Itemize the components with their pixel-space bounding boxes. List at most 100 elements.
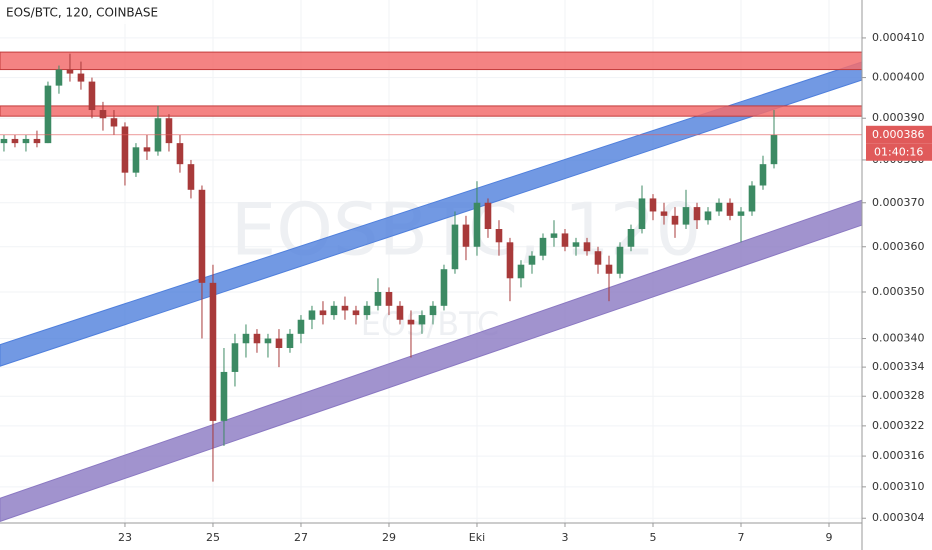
x-tick-label: 5 bbox=[649, 531, 656, 544]
x-tick-label: 9 bbox=[825, 531, 832, 544]
candle-body bbox=[11, 138, 19, 144]
candle-body bbox=[693, 207, 701, 221]
candle-body bbox=[209, 282, 217, 421]
candle-body bbox=[308, 310, 316, 320]
candle-body bbox=[198, 189, 206, 283]
y-tick-label: 0.000350 bbox=[872, 285, 925, 298]
plot bbox=[0, 51, 863, 522]
candle-body bbox=[704, 211, 712, 221]
candle-body bbox=[242, 333, 250, 344]
candle-body bbox=[671, 215, 679, 225]
x-tick-label: 7 bbox=[737, 531, 744, 544]
candle-body bbox=[484, 202, 492, 230]
candle-body bbox=[594, 251, 602, 265]
x-tick-label: 27 bbox=[294, 531, 308, 544]
candle-body bbox=[572, 242, 580, 247]
candle-body bbox=[660, 211, 668, 216]
x-tick-label: Eki bbox=[469, 531, 485, 544]
last-price-label: 0.000386 bbox=[872, 128, 925, 141]
candle-body bbox=[187, 164, 195, 190]
x-tick-label: 29 bbox=[382, 531, 396, 544]
candle-body bbox=[682, 207, 690, 225]
candle-body bbox=[605, 264, 613, 274]
candle-body bbox=[451, 224, 459, 270]
candle-body bbox=[473, 202, 481, 247]
y-tick-label: 0.000410 bbox=[872, 31, 925, 44]
title-bg bbox=[0, 0, 200, 24]
candle-body bbox=[385, 291, 393, 306]
candle-body bbox=[726, 202, 734, 216]
y-tick-label: 0.000322 bbox=[872, 419, 925, 432]
candle-body bbox=[231, 343, 239, 372]
candle-body bbox=[528, 255, 536, 265]
candle-body bbox=[539, 237, 547, 256]
candle-body bbox=[638, 198, 646, 230]
candle-body bbox=[352, 310, 360, 316]
y-tick-label: 0.000370 bbox=[872, 196, 925, 209]
y-tick-label: 0.000316 bbox=[872, 449, 925, 462]
candle-body bbox=[143, 147, 151, 152]
y-tick-label: 0.000328 bbox=[872, 389, 925, 402]
candle-body bbox=[341, 305, 349, 311]
x-tick-label: 3 bbox=[561, 531, 568, 544]
candle-body bbox=[275, 338, 283, 349]
chart-title: EOS/BTC, 120, COINBASE bbox=[6, 6, 158, 20]
countdown-box bbox=[866, 143, 932, 161]
candle-body bbox=[550, 233, 558, 238]
candle-body bbox=[495, 229, 503, 243]
candle-body bbox=[132, 147, 140, 173]
candle-body bbox=[220, 371, 228, 421]
candle-body bbox=[429, 305, 437, 316]
candle-body bbox=[319, 310, 327, 316]
candle-body bbox=[297, 319, 305, 334]
y-tick-label: 0.000340 bbox=[872, 332, 925, 345]
candle-body bbox=[440, 269, 448, 306]
candle-body bbox=[462, 224, 470, 247]
candle-body bbox=[517, 264, 525, 279]
candle-body bbox=[330, 305, 338, 316]
y-tick-label: 0.000360 bbox=[872, 240, 925, 253]
candle-body bbox=[66, 69, 74, 74]
candle-body bbox=[22, 138, 30, 144]
y-tick-label: 0.000304 bbox=[872, 511, 925, 524]
candle-body bbox=[264, 338, 272, 344]
candle-body bbox=[44, 85, 52, 144]
candle-body bbox=[561, 233, 569, 247]
countdown-label: 01:40:16 bbox=[874, 145, 923, 158]
candle-body bbox=[627, 229, 635, 247]
y-tick-label: 0.000334 bbox=[872, 360, 925, 373]
candle-body bbox=[407, 319, 415, 325]
resistance-zone bbox=[0, 51, 863, 71]
y-tick-label: 0.000390 bbox=[872, 111, 925, 124]
candle-body bbox=[374, 291, 382, 306]
candle-body bbox=[165, 118, 173, 144]
y-tick-label: 0.000310 bbox=[872, 480, 925, 493]
candle-body bbox=[715, 202, 723, 212]
candle-body bbox=[286, 333, 294, 349]
candle-body bbox=[770, 134, 778, 165]
candle-body bbox=[0, 138, 8, 144]
candle-body bbox=[748, 185, 756, 212]
x-tick-label: 23 bbox=[118, 531, 132, 544]
candle-body bbox=[55, 69, 63, 86]
candle-body bbox=[77, 73, 85, 82]
candle-body bbox=[649, 198, 657, 212]
candle-body bbox=[616, 246, 624, 274]
candle-body bbox=[110, 118, 118, 127]
last-price-box bbox=[866, 125, 932, 144]
candle-body bbox=[121, 126, 129, 173]
candle-body bbox=[418, 315, 426, 325]
candle-body bbox=[253, 333, 261, 344]
candle-body bbox=[176, 143, 184, 165]
candle-body bbox=[506, 242, 514, 279]
candle-body bbox=[33, 138, 41, 144]
candle-body bbox=[99, 110, 107, 119]
candle-body bbox=[737, 211, 745, 216]
candle-body bbox=[759, 164, 767, 186]
candle-body bbox=[396, 305, 404, 320]
candle-body bbox=[88, 81, 96, 111]
candle-body bbox=[363, 305, 371, 316]
resistance-zone bbox=[0, 105, 863, 117]
